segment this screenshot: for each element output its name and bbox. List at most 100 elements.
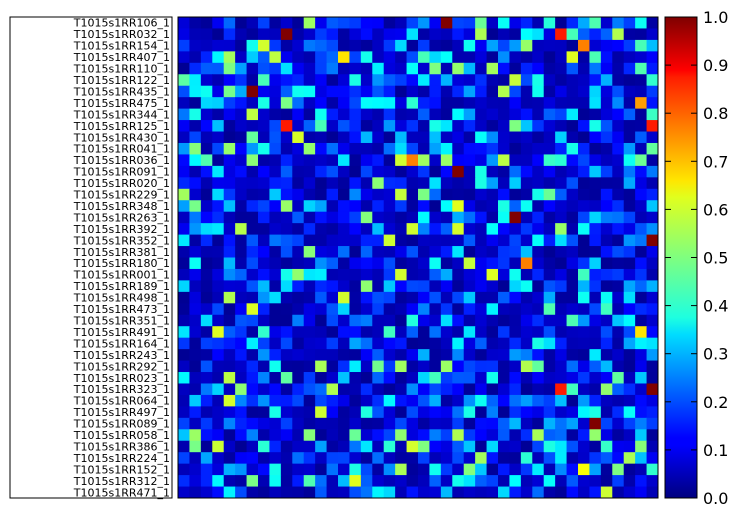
colorbar-tick-label: 0.8 [703, 104, 728, 123]
heatmap-cell [326, 372, 339, 384]
heatmap-cell [429, 74, 442, 87]
heatmap-cell [429, 280, 442, 293]
heatmap-cell [338, 268, 350, 281]
heatmap-cell [452, 85, 465, 98]
heatmap-cell [520, 154, 533, 167]
heatmap-cell [520, 234, 533, 247]
heatmap-cell [440, 165, 453, 178]
heatmap-cell [246, 257, 259, 270]
heatmap-cell [189, 97, 202, 110]
heatmap-cell [326, 257, 339, 270]
heatmap-cell [578, 142, 590, 155]
heatmap-cell [635, 62, 648, 75]
heatmap-cell [269, 463, 282, 476]
heatmap-cell [498, 39, 510, 52]
heatmap-cell [406, 486, 419, 499]
heatmap-cell [406, 51, 419, 64]
heatmap-cell [486, 142, 499, 155]
heatmap-cell [543, 211, 556, 224]
heatmap-cell [246, 74, 259, 87]
heatmap-cell [589, 337, 602, 350]
heatmap-cell [315, 463, 328, 476]
heatmap-cell [463, 120, 476, 133]
heatmap-cell [303, 234, 316, 247]
heatmap-cell [326, 417, 339, 430]
heatmap-cell [612, 108, 625, 121]
heatmap-cell [623, 211, 636, 224]
heatmap-cell [223, 291, 236, 304]
heatmap-cell [383, 246, 396, 258]
heatmap-cell [418, 188, 430, 201]
heatmap-cell [383, 108, 396, 121]
heatmap-cell [566, 349, 579, 362]
heatmap-cell [246, 154, 259, 167]
heatmap-cell [509, 62, 522, 75]
heatmap-cell [326, 246, 339, 258]
heatmap-cell [372, 39, 385, 52]
heatmap-cell [555, 475, 568, 488]
heatmap-cell [235, 417, 248, 430]
heatmap-cell [360, 97, 373, 110]
heatmap-cell [555, 360, 568, 373]
heatmap-cell [223, 28, 236, 41]
heatmap-cell [498, 326, 510, 339]
heatmap-cell [532, 314, 545, 327]
heatmap-cell [349, 486, 362, 499]
heatmap-cell [635, 211, 648, 224]
heatmap-cell [429, 234, 442, 247]
heatmap-cell [532, 51, 545, 64]
heatmap-cell [429, 165, 442, 178]
heatmap-cell [589, 165, 602, 178]
heatmap-cell [509, 349, 522, 362]
heatmap-cell [555, 440, 568, 453]
heatmap-cell [475, 85, 488, 98]
heatmap-cell [543, 39, 556, 52]
heatmap-cell [178, 337, 190, 350]
heatmap-cell [372, 62, 385, 75]
heatmap-cell [372, 383, 385, 396]
heatmap-cell [315, 406, 328, 419]
heatmap-cell [532, 17, 545, 29]
heatmap-cell [555, 234, 568, 247]
heatmap-cell [520, 440, 533, 453]
heatmap-cell [612, 131, 625, 144]
heatmap-cell [200, 452, 213, 465]
heatmap-cell [372, 326, 385, 339]
heatmap-cell [235, 17, 248, 29]
heatmap-cell [372, 211, 385, 224]
heatmap-cell [509, 85, 522, 98]
heatmap-cell [200, 303, 213, 316]
heatmap-cell [463, 452, 476, 465]
heatmap-cell [349, 234, 362, 247]
heatmap-cell [532, 349, 545, 362]
heatmap-cell [212, 349, 225, 362]
heatmap-cell [418, 154, 430, 167]
heatmap-cell [543, 291, 556, 304]
heatmap-cell [338, 120, 350, 133]
heatmap-cell [315, 97, 328, 110]
heatmap-cell [292, 326, 305, 339]
row-label: T1015s1RR497_1 [73, 406, 170, 419]
heatmap-cell [349, 303, 362, 316]
heatmap-cell [440, 291, 453, 304]
heatmap-cell [246, 349, 259, 362]
heatmap-cell [258, 142, 270, 155]
heatmap-cell [475, 211, 488, 224]
heatmap-cell [280, 165, 293, 178]
heatmap-cell [178, 486, 190, 499]
heatmap-cell [303, 177, 316, 190]
heatmap-cell [646, 257, 659, 270]
heatmap-cell [623, 475, 636, 488]
heatmap-cell [212, 372, 225, 384]
heatmap-cell [475, 406, 488, 419]
heatmap-cell [589, 108, 602, 121]
heatmap-cell [383, 188, 396, 201]
heatmap-cell [189, 51, 202, 64]
heatmap-cell [498, 165, 510, 178]
heatmap-cell [646, 383, 659, 396]
heatmap-cell [532, 268, 545, 281]
heatmap-cell [520, 177, 533, 190]
heatmap-cell [223, 97, 236, 110]
heatmap-cell [509, 440, 522, 453]
heatmap-cell [600, 349, 613, 362]
